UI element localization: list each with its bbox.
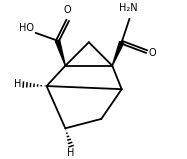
Text: O: O	[64, 5, 71, 15]
Polygon shape	[112, 41, 124, 66]
Text: O: O	[148, 48, 156, 58]
Polygon shape	[55, 40, 65, 66]
Text: H: H	[67, 148, 74, 158]
Text: H₂N: H₂N	[119, 3, 137, 13]
Text: HO: HO	[19, 23, 34, 33]
Text: H: H	[14, 80, 21, 90]
